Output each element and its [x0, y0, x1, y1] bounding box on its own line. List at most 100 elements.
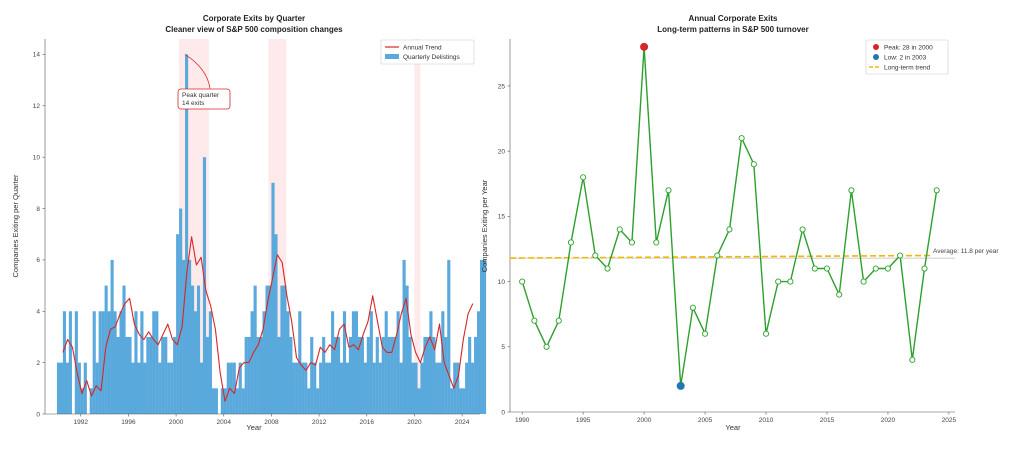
quarterly-bar: [390, 336, 394, 414]
quarterly-bar: [259, 336, 263, 414]
legend-label-peak: Peak: 28 in 2000: [884, 45, 933, 52]
quarterly-bar: [471, 362, 475, 414]
right-y-tick-label: 20: [498, 148, 506, 155]
quarterly-bar: [235, 388, 239, 414]
left-x-tick-label: 2004: [217, 419, 232, 426]
left-x-tick-label: 2012: [312, 419, 327, 426]
right-y-tick-label: 0: [501, 409, 505, 416]
quarterly-bar: [182, 259, 186, 414]
quarterly-bar: [140, 311, 144, 414]
quarterly-bar: [110, 259, 114, 414]
quarterly-chart: Corporate Exits by Quarter Cleaner view …: [11, 14, 487, 432]
quarterly-bar: [277, 336, 281, 414]
annual-data-point: [543, 343, 550, 350]
quarterly-bar: [393, 336, 397, 414]
right-legend: Peak: 28 in 2000 Low: 2 in 2003 Long-ter…: [865, 39, 949, 75]
quarterly-bar: [65, 362, 69, 414]
quarterly-bar: [280, 285, 284, 414]
peak-annotation-arrow: [184, 54, 211, 89]
annual-data-point: [616, 226, 623, 233]
legend-label-low: Low: 2 in 2003: [884, 55, 927, 62]
quarterly-bar: [438, 362, 442, 414]
quarterly-bar: [426, 336, 430, 414]
quarterly-bar: [289, 336, 293, 414]
quarterly-bar: [313, 362, 317, 414]
annual-data-point: [665, 187, 672, 194]
quarterly-bar: [405, 285, 409, 414]
quarterly-bar: [244, 336, 248, 414]
quarterly-bar: [62, 311, 67, 414]
left-x-tick-label: 2024: [455, 419, 470, 426]
left-x-axis-label: Year: [246, 423, 262, 432]
annual-data-point: [726, 226, 733, 233]
annual-data-point: [884, 265, 891, 272]
left-legend: Annual Trend Quarterly Delistings: [380, 39, 475, 65]
quarterly-bar: [411, 362, 415, 414]
annual-data-point: [762, 330, 770, 337]
right-y-tick-label: 25: [498, 83, 506, 90]
quarterly-bar: [283, 285, 287, 414]
low-marker: [676, 381, 685, 390]
quarterly-bar: [304, 362, 308, 414]
annual-data-point: [872, 265, 879, 272]
annual-data-point: [592, 252, 599, 259]
quarterly-bar: [56, 362, 61, 414]
left-x-tick-label: 1992: [74, 419, 89, 426]
quarterly-bar: [441, 311, 445, 414]
quarterly-bar: [208, 311, 212, 414]
quarterly-bar: [301, 362, 305, 414]
annual-data-point: [689, 304, 696, 311]
annual-data-point: [921, 265, 928, 272]
quarterly-bar: [77, 362, 81, 414]
quarterly-bar: [167, 362, 171, 414]
quarterly-bar: [450, 388, 454, 414]
legend-label-trend: Long-term trend: [884, 65, 931, 72]
annual-data-point: [628, 239, 635, 246]
quarterly-bar: [238, 362, 242, 414]
quarterly-bar: [396, 311, 400, 414]
quarterly-bar: [325, 362, 329, 414]
quarterly-bar: [447, 259, 451, 414]
right-x-tick-label: 2020: [881, 417, 896, 424]
quarterly-bar: [170, 362, 174, 414]
right-x-tick-label: 2000: [637, 417, 652, 424]
quarterly-bar: [295, 362, 299, 414]
quarterly-bar: [125, 336, 129, 414]
quarterly-bar: [155, 311, 159, 414]
quarterly-bar: [286, 311, 290, 414]
quarterly-bar: [122, 285, 126, 414]
annual-data-point: [909, 356, 916, 363]
quarterly-bar: [107, 311, 111, 414]
quarterly-bar: [319, 362, 323, 414]
quarterly-bar: [134, 311, 138, 414]
quarterly-bar: [462, 388, 466, 414]
right-y-tick-label: 15: [498, 214, 506, 221]
right-x-tick-label: 2005: [698, 417, 713, 424]
quarterly-bar: [131, 362, 135, 414]
quarterly-bar: [351, 311, 356, 414]
quarterly-bar: [453, 362, 457, 414]
quarterly-bar: [420, 362, 424, 414]
quarterly-bar: [328, 362, 332, 414]
quarterly-bar: [262, 311, 266, 414]
quarterly-bar: [74, 311, 78, 414]
quarterly-bar: [232, 362, 236, 414]
quarterly-bar: [137, 362, 141, 414]
annual-data-point: [799, 226, 806, 233]
quarterly-bar: [205, 336, 210, 414]
quarterly-bar: [435, 362, 439, 414]
peak-annotation-line-1: Peak quarter: [182, 92, 220, 99]
annual-data-point: [860, 278, 867, 285]
left-chart-title: Corporate Exits by Quarter: [203, 14, 305, 23]
quarterly-bar: [342, 311, 347, 414]
quarterly-bar: [226, 362, 230, 414]
quarterly-bar: [310, 336, 314, 414]
left-y-tick-label: 2: [36, 360, 40, 367]
quarterly-bar: [193, 311, 198, 414]
annual-data-point: [848, 187, 855, 194]
quarterly-bar: [292, 362, 296, 414]
legend-label-annual-trend: Annual Trend: [403, 45, 442, 52]
left-x-tick-label: 2008: [264, 419, 279, 426]
left-y-tick-label: 0: [36, 411, 40, 418]
quarterly-bar: [408, 336, 412, 414]
